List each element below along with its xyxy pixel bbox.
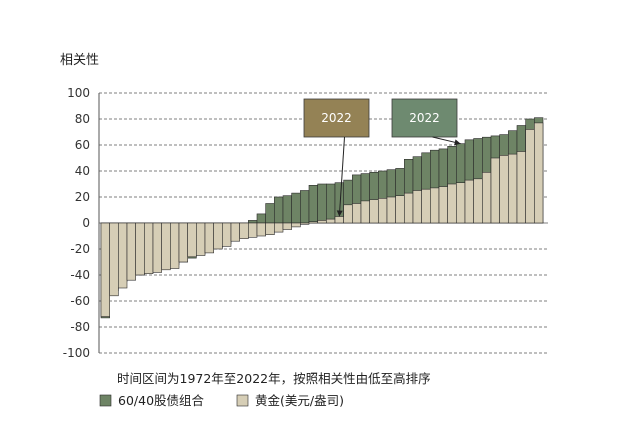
legend-swatch <box>99 394 112 407</box>
annotation-box <box>303 98 370 138</box>
bar-gold <box>300 222 310 225</box>
bar-stock-bond <box>282 195 292 224</box>
bar-stock-bond <box>248 220 258 224</box>
legend: 60/40股债组合 黄金(美元/盎司) <box>99 393 344 408</box>
y-tick-label: 80 <box>75 112 90 126</box>
bar-stock-bond <box>291 192 301 224</box>
bar-gold <box>222 222 232 247</box>
bar-gold <box>144 222 154 275</box>
bar-stock-bond <box>308 185 318 224</box>
series-gold <box>100 122 544 317</box>
y-axis-label: 相关性 <box>60 53 99 68</box>
y-tick-labels: 100 80 60 40 20 0 -20 -40 -60 -80 -100 <box>63 86 90 360</box>
y-tick-label: 60 <box>75 138 90 152</box>
annotation-label: 2022 <box>409 111 440 125</box>
bar-gold <box>378 198 388 224</box>
annotation-box <box>391 98 458 138</box>
bar-gold <box>430 187 440 224</box>
bar-gold <box>178 222 188 263</box>
bar-gold <box>438 186 448 224</box>
bar-gold <box>490 157 500 224</box>
bar-gold <box>161 222 171 271</box>
bar-stock-bond <box>326 183 336 224</box>
annotation-arrowhead <box>336 210 343 217</box>
bar-gold <box>456 182 466 224</box>
bar-gold <box>508 153 518 224</box>
y-tick-label: -40 <box>70 268 90 282</box>
y-tick-label: -20 <box>70 242 90 256</box>
bar-gold <box>317 220 327 224</box>
bar-stock-bond <box>265 203 275 224</box>
bar-gold <box>291 222 301 228</box>
bar-gold <box>326 218 336 224</box>
y-tick-label: -80 <box>70 320 90 334</box>
bar-gold <box>499 155 509 224</box>
x-axis-label: 时间区间为1972年至2022年，按照相关性由低至高排序 <box>117 371 431 386</box>
bar-gold <box>473 178 483 224</box>
annotation-leader <box>338 136 345 217</box>
y-tick-label: -100 <box>63 346 90 360</box>
bar-gold <box>516 151 526 224</box>
legend-label: 黄金(美元/盎司) <box>255 393 344 408</box>
bar-gold <box>360 200 370 224</box>
bar-gold <box>412 190 422 224</box>
bar-gold <box>230 222 240 242</box>
bar-gold <box>308 221 318 224</box>
bar-gold <box>135 222 145 276</box>
y-tick-label: 0 <box>82 216 90 230</box>
legend-swatch <box>236 394 249 407</box>
bar-gold <box>265 222 275 235</box>
bar-gold <box>447 183 457 224</box>
bar-gold <box>464 179 474 224</box>
bar-gold <box>525 129 535 224</box>
y-tick-label: 40 <box>75 164 90 178</box>
y-tick-label: 20 <box>75 190 90 204</box>
legend-label: 60/40股债组合 <box>118 393 205 408</box>
bar-gold <box>386 196 396 224</box>
bar-gold <box>534 122 544 224</box>
bar-gold <box>256 222 266 237</box>
bar-stock-bond <box>274 196 284 224</box>
bar-gold <box>482 172 492 224</box>
bar-gold <box>204 222 214 254</box>
bar-gold <box>239 222 249 239</box>
bar-gold <box>152 222 162 273</box>
bar-gold <box>421 188 431 224</box>
bar-gold <box>334 216 344 224</box>
bar-gold <box>213 222 223 250</box>
bar-gold <box>404 192 414 224</box>
bar-gold <box>109 222 119 297</box>
bar-gold <box>187 222 197 258</box>
bar-gold <box>170 222 180 269</box>
bar-stock-bond <box>256 213 266 224</box>
bar-gold <box>100 222 110 317</box>
annotations: 2022 2022 <box>303 98 461 217</box>
bar-gold <box>248 222 258 238</box>
bar-gold <box>282 222 292 230</box>
annotation-arrowhead <box>454 139 461 146</box>
bar-gold <box>196 222 206 256</box>
y-tick-label: -60 <box>70 294 90 308</box>
bar-gold <box>274 222 284 233</box>
bar-stock-bond <box>300 190 310 224</box>
bar-gold <box>352 203 362 224</box>
bar-gold <box>126 222 136 281</box>
y-tick-label: 100 <box>67 86 90 100</box>
bar-stock-bond <box>317 183 327 224</box>
annotation-label: 2022 <box>321 111 352 125</box>
bar-gold <box>395 195 405 224</box>
bar-gold <box>343 204 353 224</box>
bar-gold <box>369 199 379 224</box>
bar-gold <box>118 222 128 289</box>
